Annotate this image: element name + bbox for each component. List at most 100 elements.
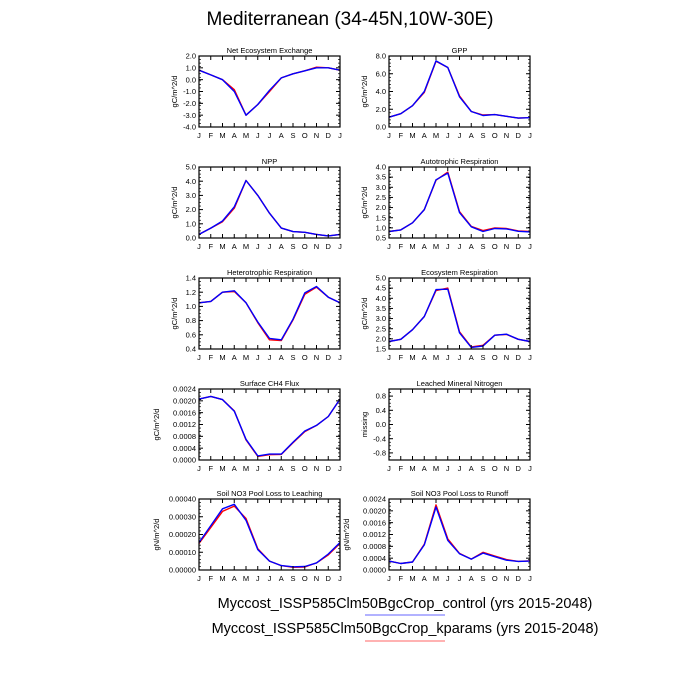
x-tick-label: M [243,574,249,583]
x-tick-label: J [256,353,260,362]
x-tick-label: J [338,242,342,251]
series-line-control [198,395,341,457]
x-tick-label: S [480,131,485,140]
x-tick-label: M [433,242,439,251]
x-tick-label: D [516,131,522,140]
y-tick-label: 0.00040 [169,495,196,504]
x-tick-label: F [398,574,403,583]
y-axis-label: gN/m^2/d [342,519,351,551]
x-tick-label: J [458,464,462,473]
y-axis-label: gC/m^2/d [152,409,161,441]
plot-frame [198,166,341,239]
y-tick-label: 0.8 [376,392,386,401]
x-tick-label: O [492,353,498,362]
y-axis-label: gC/m^2/d [360,298,369,330]
x-tick-label: J [387,242,391,251]
x-tick-label: F [208,574,213,583]
x-tick-label: D [326,353,332,362]
x-tick-label: J [387,131,391,140]
y-tick-label: 5.0 [186,163,196,172]
y-tick-label: 2.0 [376,203,386,212]
y-tick-label: 0.0012 [363,530,386,539]
x-tick-label: D [326,131,332,140]
x-tick-label: A [422,464,427,473]
y-tick-label: 4.0 [376,87,386,96]
x-tick-label: D [326,464,332,473]
y-tick-label: 0.0016 [173,408,196,417]
x-tick-label: M [409,574,415,583]
x-tick-label: J [458,353,462,362]
x-tick-label: N [314,353,319,362]
y-axis-label: gC/m^2/d [170,298,179,330]
series-line-control [388,60,531,119]
x-tick-label: N [314,242,319,251]
x-tick-label: J [446,574,450,583]
y-tick-label: 0.8 [186,316,196,325]
y-tick-label: 2.5 [376,193,386,202]
x-tick-label: S [480,464,485,473]
panel-title: Autotrophic Respiration [421,157,499,166]
y-tick-label: 4.0 [376,163,386,172]
x-tick-label: M [243,464,249,473]
y-tick-label: 2.5 [376,324,386,333]
x-tick-label: A [469,464,474,473]
x-tick-label: A [422,131,427,140]
series-line-kparams [388,287,531,348]
x-tick-label: J [338,464,342,473]
y-tick-label: 2.0 [376,334,386,343]
x-tick-label: J [197,464,201,473]
series-line-kparams [388,504,531,565]
x-tick-label: O [302,242,308,251]
x-tick-label: O [492,131,498,140]
series-line-kparams [388,171,531,233]
x-tick-label: D [516,353,522,362]
legend-entry-kparams: Myccost_ISSP585Clm50BgcCrop_kparams (yrs… [211,621,599,637]
x-tick-label: N [504,574,509,583]
x-tick-label: J [387,464,391,473]
x-tick-label: M [433,131,439,140]
y-tick-label: 6.0 [376,69,386,78]
series-line-control [198,67,341,116]
y-tick-label: 0.0 [186,234,196,243]
x-tick-label: N [314,464,319,473]
x-tick-label: J [446,242,450,251]
x-tick-label: S [290,242,295,251]
panel-title: Leached Mineral Nitrogen [417,379,503,388]
y-tick-label: 1.0 [186,219,196,228]
y-tick-label: 0.0024 [173,385,196,394]
y-tick-label: -0.8 [373,449,386,458]
y-tick-label: 0.4 [376,406,386,415]
panel-title: Surface CH4 Flux [240,379,299,388]
main-title: Mediterranean (34-45N,10W-30E) [206,9,494,30]
x-tick-label: S [480,574,485,583]
y-tick-label: 0.0000 [363,566,386,575]
y-tick-label: -1.0 [183,87,196,96]
x-tick-label: M [219,464,225,473]
series-line-kparams [198,286,341,342]
x-tick-label: J [197,242,201,251]
y-tick-label: 4.0 [376,294,386,303]
x-tick-label: J [458,131,462,140]
x-tick-label: S [480,242,485,251]
x-tick-label: J [256,574,260,583]
x-tick-label: A [422,353,427,362]
y-tick-label: 3.0 [186,191,196,200]
y-tick-label: 1.5 [376,213,386,222]
x-tick-label: J [387,353,391,362]
series-line-kparams [388,60,531,119]
y-tick-label: 3.0 [376,183,386,192]
x-tick-label: A [422,242,427,251]
series-line-control [198,285,341,341]
x-tick-label: S [290,464,295,473]
plot-frame [388,388,531,461]
y-tick-label: -3.0 [183,111,196,120]
x-tick-label: J [458,574,462,583]
x-tick-label: M [409,353,415,362]
